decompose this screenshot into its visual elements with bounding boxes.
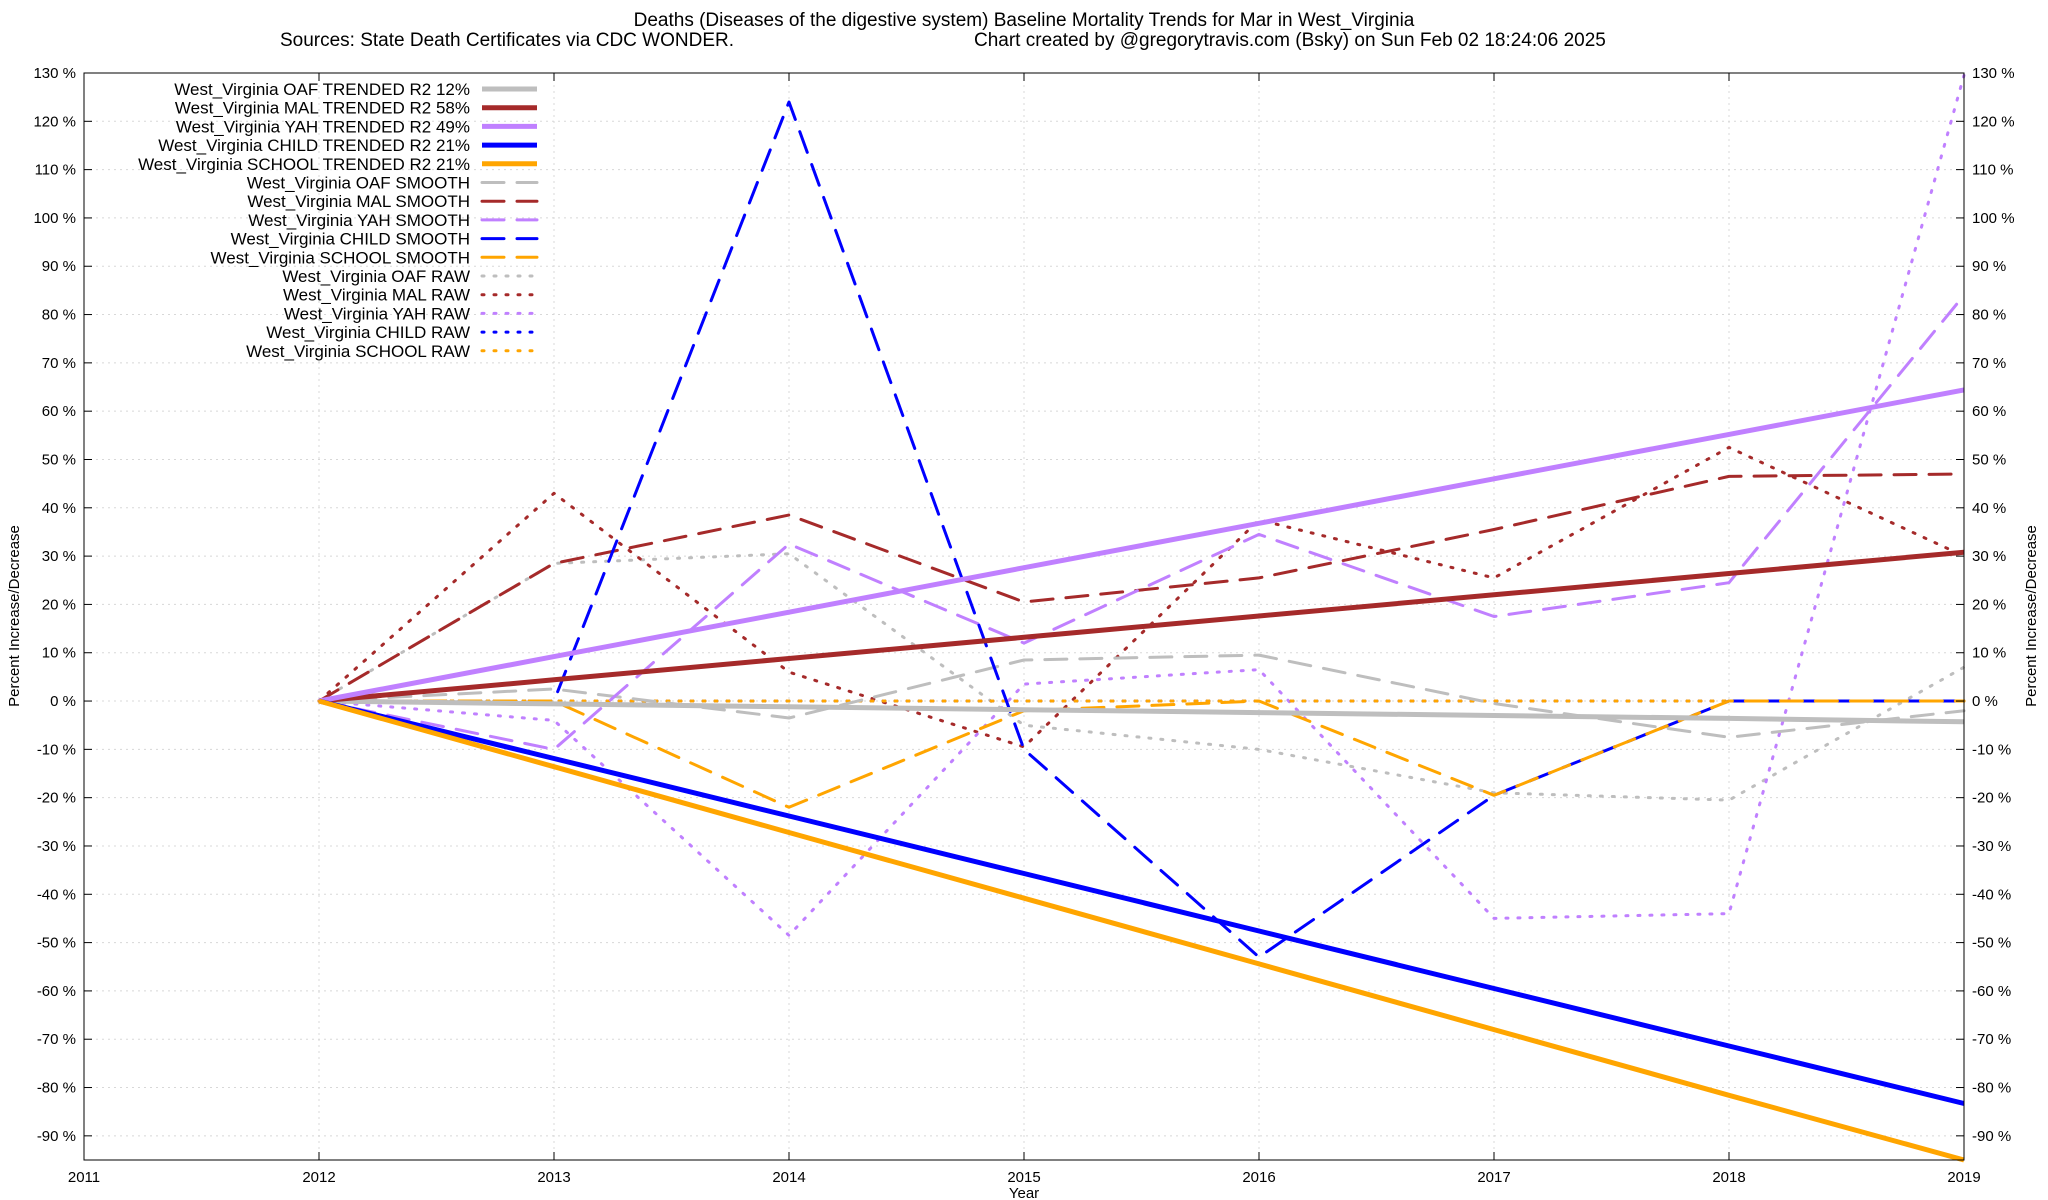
y-tick-label-right: 80 %: [1972, 307, 2006, 324]
legend-label: West_Virginia YAH RAW: [284, 304, 470, 323]
y-tick-label-left: -20 %: [37, 790, 76, 807]
series-line-13: [317, 73, 1966, 937]
y-tick-label-left: 60 %: [42, 403, 76, 420]
series-line-6: [317, 653, 1966, 739]
legend-label: West_Virginia MAL TRENDED R2 58%: [175, 99, 470, 118]
y-tick-label-left: 10 %: [42, 645, 76, 662]
x-tick-label: 2018: [1712, 1169, 1745, 1186]
y-tick-label-right: 10 %: [1972, 645, 2006, 662]
y-tick-label-right: 120 %: [1972, 113, 2015, 130]
y-tick-label-right: 40 %: [1972, 500, 2006, 517]
y-tick-label-left: 80 %: [42, 307, 76, 324]
y-tick-label-right: 30 %: [1972, 548, 2006, 565]
x-axis-label: Year: [1009, 1185, 1039, 1200]
y-tick-label-left: -40 %: [37, 886, 76, 903]
legend-label: West_Virginia OAF RAW: [282, 267, 470, 286]
legend-label: West_Virginia CHILD SMOOTH: [231, 230, 470, 249]
legend-label: West_Virginia MAL RAW: [283, 286, 470, 305]
y-tick-label-left: 30 %: [42, 548, 76, 565]
y-axis-label-right: Percent Increase/Decrease: [2023, 525, 2040, 707]
y-tick-label-left: -90 %: [37, 1128, 76, 1145]
y-tick-label-right: -10 %: [1972, 741, 2011, 758]
legend-label: West_Virginia SCHOOL SMOOTH: [211, 248, 470, 267]
y-tick-label-right: 110 %: [1972, 162, 2013, 179]
y-tick-label-right: 90 %: [1972, 258, 2006, 275]
y-tick-label-left: -50 %: [37, 935, 76, 952]
y-tick-label-left: -30 %: [37, 838, 76, 855]
series-line-3: [318, 387, 1965, 704]
legend-label: West_Virginia MAL SMOOTH: [247, 192, 470, 211]
y-tick-label-left: -10 %: [37, 741, 76, 758]
legend-label: West_Virginia CHILD TRENDED R2 21%: [158, 136, 470, 155]
y-tick-label-right: 130 %: [1972, 65, 2015, 82]
x-tick-label: 2017: [1477, 1169, 1510, 1186]
x-tick-label: 2013: [537, 1169, 570, 1186]
y-tick-label-left: 110 %: [35, 162, 76, 179]
axis-ticks: 2011 2012 2013 2014 2015 2016 2017 2018 2019 130 …: [33, 65, 2014, 1186]
legend-label: West_Virginia SCHOOL TRENDED R2 21%: [138, 155, 470, 174]
chart-subtitle-source: Sources: State Death Certificates via CD…: [280, 30, 734, 51]
series-line-8: [317, 293, 1966, 751]
y-tick-label-right: -30 %: [1972, 838, 2011, 855]
y-tick-label-right: 100 %: [1972, 210, 2015, 227]
series-line-5: [318, 698, 1965, 1163]
y-tick-label-left: 40 %: [42, 500, 76, 517]
y-tick-label-left: 20 %: [42, 596, 76, 613]
legend: West_Virginia OAF TRENDED R2 12%West_Vir…: [138, 80, 539, 361]
y-tick-label-right: 60 %: [1972, 403, 2006, 420]
y-tick-label-right: -90 %: [1972, 1128, 2011, 1145]
y-tick-label-right: -40 %: [1972, 886, 2011, 903]
y-tick-label-right: 0 %: [1972, 693, 1998, 710]
series-line-7: [317, 472, 1966, 703]
series-line-11: [317, 552, 1966, 802]
chart-title: Deaths (Diseases of the digestive system…: [634, 10, 1415, 31]
series-lines: [317, 73, 1966, 1163]
legend-label: West_Virginia OAF TRENDED R2 12%: [174, 80, 470, 99]
series-line-1: [318, 698, 1965, 725]
y-tick-label-right: -70 %: [1972, 1031, 2011, 1048]
x-tick-label: 2012: [302, 1169, 335, 1186]
y-tick-label-right: -60 %: [1972, 983, 2011, 1000]
y-tick-label-right: -20 %: [1972, 790, 2011, 807]
legend-label: West_Virginia YAH TRENDED R2 49%: [176, 117, 470, 136]
series-line-12: [317, 445, 1966, 749]
x-tick-label: 2019: [1947, 1169, 1980, 1186]
y-tick-label-left: -70 %: [37, 1031, 76, 1048]
y-tick-label-left: -60 %: [37, 983, 76, 1000]
legend-label: West_Virginia OAF SMOOTH: [247, 174, 470, 193]
x-tick-label: 2015: [1007, 1169, 1040, 1186]
x-tick-label: 2016: [1242, 1169, 1275, 1186]
y-tick-label-left: -80 %: [37, 1080, 76, 1097]
y-tick-label-right: -80 %: [1972, 1080, 2011, 1097]
y-tick-label-left: 100 %: [33, 210, 76, 227]
y-tick-label-left: 0 %: [50, 693, 76, 710]
y-tick-label-left: 120 %: [33, 113, 76, 130]
y-tick-label-left: 130 %: [33, 65, 76, 82]
legend-label: West_Virginia CHILD RAW: [266, 323, 470, 342]
y-tick-label-left: 50 %: [42, 451, 76, 468]
y-axis-label-left: Percent Increase/Decrease: [6, 525, 23, 707]
series-line-9: [317, 100, 1966, 959]
chart-subtitle-credit: Chart created by @gregorytravis.com (Bsk…: [974, 30, 1606, 51]
y-tick-label-right: 50 %: [1972, 451, 2006, 468]
series-line-4: [318, 698, 1965, 1106]
legend-label: West_Virginia SCHOOL RAW: [246, 342, 470, 361]
series-line-2: [318, 549, 1965, 704]
x-tick-label: 2014: [772, 1169, 805, 1186]
y-tick-label-right: 20 %: [1972, 596, 2006, 613]
y-tick-label-left: 90 %: [42, 258, 76, 275]
legend-label: West_Virginia YAH SMOOTH: [248, 211, 470, 230]
x-tick-label: 2011: [68, 1169, 100, 1186]
y-tick-label-left: 70 %: [42, 355, 76, 372]
y-tick-label-right: 70 %: [1972, 355, 2006, 372]
y-tick-label-right: -50 %: [1972, 935, 2011, 952]
